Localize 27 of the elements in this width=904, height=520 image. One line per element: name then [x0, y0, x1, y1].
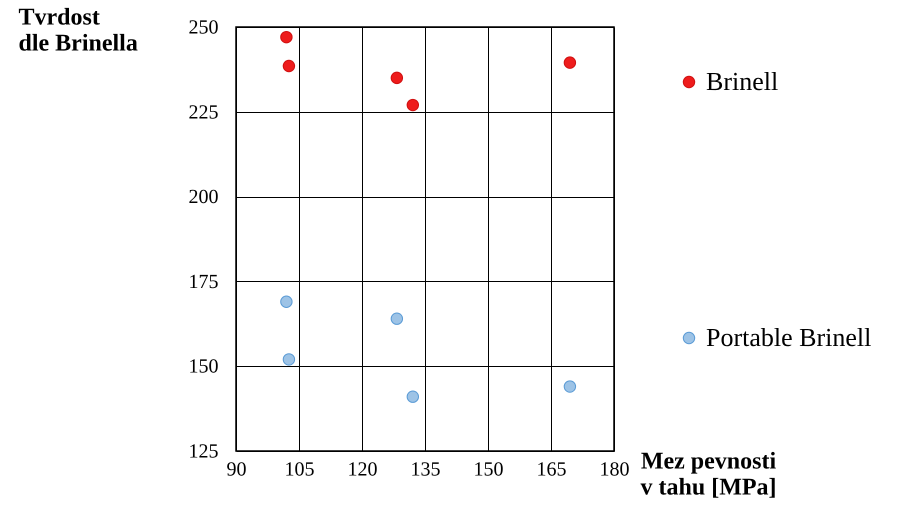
point — [564, 56, 576, 69]
y-axis-title: Tvrdost dle Brinella — [18, 4, 138, 56]
y-tick-label: 125 — [188, 440, 218, 462]
y-tick-label: 175 — [188, 270, 218, 293]
point — [282, 60, 296, 72]
x-tick-label: 120 — [348, 458, 378, 480]
x-tick-label: 135 — [410, 458, 440, 480]
point — [280, 296, 293, 308]
x-axis-title: Mez pevnosti v tahu [MPa] — [640, 448, 776, 500]
y-tick-label: 225 — [188, 101, 218, 124]
point — [564, 380, 576, 393]
point — [282, 353, 296, 366]
legend-label: Portable Brinell — [706, 323, 872, 352]
y-tick-label: 250 — [188, 16, 218, 38]
legend-label: Brinell — [706, 67, 778, 96]
x-tick-label: 105 — [284, 458, 314, 480]
y-tick-label: 200 — [188, 186, 218, 208]
point — [390, 312, 404, 325]
x-tick-label: 150 — [474, 458, 504, 480]
y-tick-label: 150 — [188, 356, 218, 378]
x-tick-label: 180 — [600, 458, 630, 480]
point — [390, 72, 404, 84]
x-tick-label: 165 — [536, 458, 566, 480]
point — [280, 30, 293, 44]
point — [406, 98, 420, 112]
point — [406, 390, 420, 403]
x-tick-label: 90 — [226, 458, 246, 480]
